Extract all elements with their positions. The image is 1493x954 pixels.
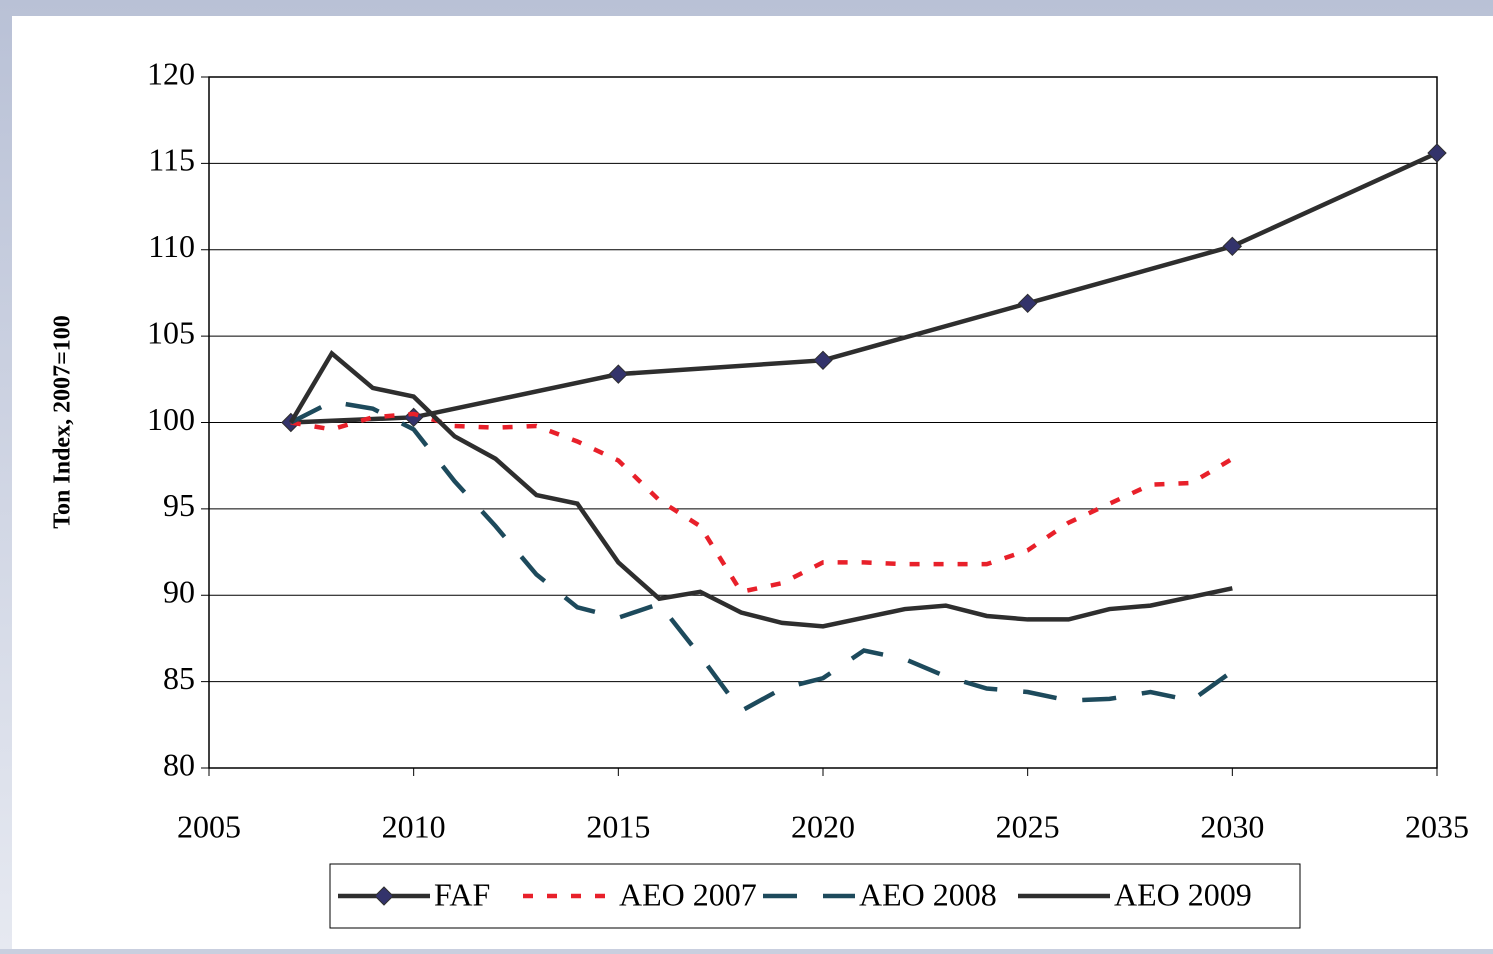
y-tick-label: 105 (147, 314, 195, 350)
x-tick-label: 2015 (586, 808, 650, 844)
x-tick-label: 2010 (382, 808, 446, 844)
series-line (289, 399, 1234, 714)
series-line (288, 349, 1233, 629)
x-tick-label: 2005 (177, 808, 241, 844)
x-tick-label: 2025 (996, 808, 1060, 844)
y-axis-label: Ton Index, 2007=100 (50, 315, 76, 529)
chart-panel (12, 16, 1493, 949)
legend-marker (374, 886, 394, 906)
x-tick-label: 2030 (1200, 808, 1264, 844)
y-tick-label: 85 (163, 660, 195, 696)
data-point (608, 364, 629, 384)
legend-label: FAF (434, 876, 490, 912)
legend-label: AEO 2009 (1114, 876, 1252, 912)
y-tick-label: 95 (163, 487, 195, 523)
data-point (1427, 143, 1447, 163)
x-tick-label: 2035 (1405, 808, 1469, 844)
y-tick-label: 120 (147, 55, 195, 91)
legend-box (329, 863, 1301, 929)
series-line (290, 411, 1234, 595)
plot-frame (208, 76, 1438, 769)
data-point (1222, 236, 1243, 257)
x-tick-label: 2020 (791, 808, 855, 844)
data-point (813, 350, 833, 371)
y-tick-label: 110 (148, 228, 195, 264)
legend-label: AEO 2007 (619, 876, 757, 912)
legend-label: AEO 2008 (859, 876, 997, 912)
y-tick-label: 115 (148, 142, 195, 178)
data-point (1017, 293, 1038, 314)
y-tick-label: 90 (163, 574, 195, 610)
y-tick-label: 100 (147, 401, 195, 437)
y-tick-label: 80 (163, 746, 195, 782)
